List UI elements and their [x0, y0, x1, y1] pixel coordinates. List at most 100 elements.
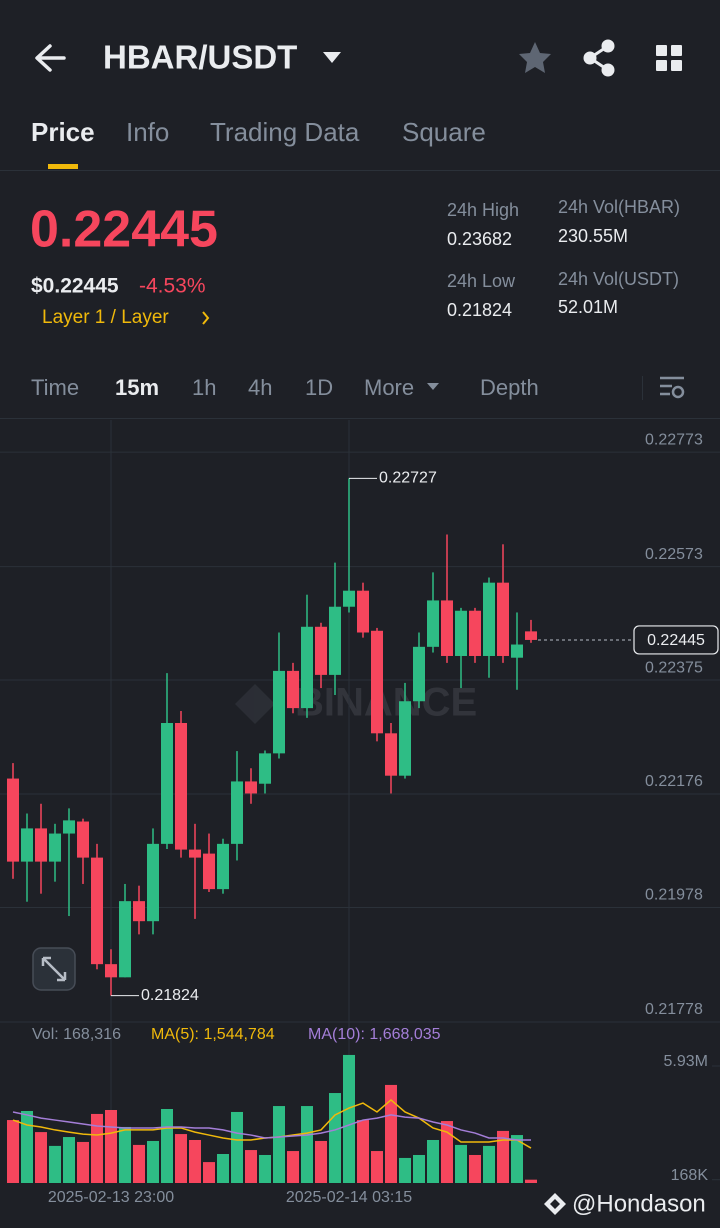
candle-body [105, 964, 117, 978]
interval[interactable]: 1h [192, 375, 216, 400]
tab[interactable]: Trading Data [210, 117, 360, 147]
tab[interactable]: Info [126, 117, 169, 147]
pair-title[interactable]: HBAR/USDT [103, 39, 297, 76]
interval[interactable]: More [364, 375, 414, 400]
stat-value: 0.21824 [447, 300, 512, 320]
pair-caret[interactable] [323, 52, 341, 63]
stat-value: 230.55M [558, 226, 628, 246]
candle-body [175, 723, 187, 850]
volume-legend: MA(5): 1,544,784 [151, 1026, 275, 1043]
volume-bar [385, 1084, 397, 1183]
candle-body [483, 582, 495, 656]
volume-bar [483, 1145, 495, 1183]
tab[interactable]: Square [402, 117, 486, 147]
candle-body [511, 644, 523, 658]
y-tick-label: 0.21778 [645, 1001, 703, 1018]
volume-bar [245, 1150, 257, 1183]
candle-body [273, 670, 285, 754]
y-tick-label: 168K [671, 1167, 709, 1184]
candle-body [77, 821, 89, 858]
usd-price: $0.22445 [31, 275, 119, 298]
volume-bar [133, 1144, 145, 1183]
candle-body [371, 630, 383, 734]
chart-settings-icon[interactable] [660, 376, 685, 399]
interval[interactable]: Depth [480, 375, 539, 400]
candle-body [203, 853, 215, 890]
last-price-box [633, 625, 719, 655]
volume-bar [511, 1135, 523, 1183]
volume-bar [469, 1154, 481, 1183]
author: @Hondason [572, 1190, 706, 1217]
candle-body [469, 610, 481, 656]
low-label: 0.21824 [141, 987, 199, 1004]
candle-body [217, 843, 229, 890]
candle-body [189, 849, 201, 858]
candle-body [119, 901, 131, 978]
candle-body [455, 610, 467, 656]
volume-bar [7, 1120, 19, 1183]
interval[interactable]: 4h [248, 375, 272, 400]
back-button[interactable] [35, 44, 66, 72]
stat-value: 0.23682 [447, 229, 512, 249]
share-icon[interactable] [583, 39, 615, 77]
volume-bar [329, 1093, 341, 1183]
divider [0, 170, 720, 171]
more-caret[interactable] [427, 383, 439, 390]
favorite-icon[interactable] [519, 42, 551, 73]
expand-button[interactable] [32, 947, 76, 991]
tab-indicator [48, 164, 78, 169]
ma10-line [12, 1111, 531, 1141]
interval[interactable]: 1D [305, 375, 333, 400]
candle-body [315, 626, 327, 675]
interval[interactable]: 15m [115, 375, 159, 400]
candle-body [245, 781, 257, 794]
interval[interactable]: Time [31, 375, 79, 400]
y-tick-label: 0.22773 [645, 431, 703, 448]
volume-bar [217, 1153, 229, 1183]
grid-icon[interactable] [656, 45, 682, 71]
volume-bar [91, 1113, 103, 1183]
volume-bar [399, 1157, 411, 1183]
volume-bar [147, 1140, 159, 1183]
volume-bar [413, 1154, 425, 1183]
last-price-label: 0.22445 [647, 632, 705, 649]
stat-label: 24h Vol(HBAR) [558, 197, 680, 217]
candle-body [427, 600, 439, 647]
category-tag[interactable]: Layer 1 / Layer [42, 307, 169, 328]
y-tick-label: 0.22176 [645, 773, 703, 790]
candle-body [343, 590, 355, 607]
volume-bar [203, 1162, 215, 1183]
watermark-logo: BINANCE [295, 681, 477, 725]
candle-body [91, 857, 103, 965]
candle-body [21, 828, 33, 862]
stat-label: 24h High [447, 200, 519, 220]
volume-legend: Vol: 168,316 [32, 1026, 121, 1043]
volume-bar [315, 1140, 327, 1183]
candle-body [49, 833, 61, 862]
volume-bar [441, 1121, 453, 1183]
chart-watermark: BINANCE [235, 681, 477, 725]
y-tick-label: 0.22573 [645, 546, 703, 563]
candle-body [329, 606, 341, 675]
candle-body [161, 723, 173, 844]
volume-bar [301, 1106, 313, 1183]
volume-legend: MA(10): 1,668,035 [308, 1026, 441, 1043]
y-tick-label: 0.22375 [645, 659, 703, 676]
tag-chevron[interactable] [202, 311, 210, 325]
volume-bar [525, 1179, 537, 1183]
volume-bar [35, 1132, 47, 1183]
price-change: -4.53% [139, 275, 206, 298]
volume-bar [343, 1054, 355, 1183]
volume-bar [161, 1109, 173, 1183]
volume-bar [189, 1139, 201, 1183]
candle-body [357, 590, 369, 633]
divider [0, 418, 720, 419]
candle-body [35, 828, 47, 862]
volume-bar [21, 1110, 33, 1183]
tab[interactable]: Price [31, 117, 95, 147]
candle-body [231, 781, 243, 844]
candle-body [7, 778, 19, 862]
last-price: 0.22445 [30, 201, 218, 259]
